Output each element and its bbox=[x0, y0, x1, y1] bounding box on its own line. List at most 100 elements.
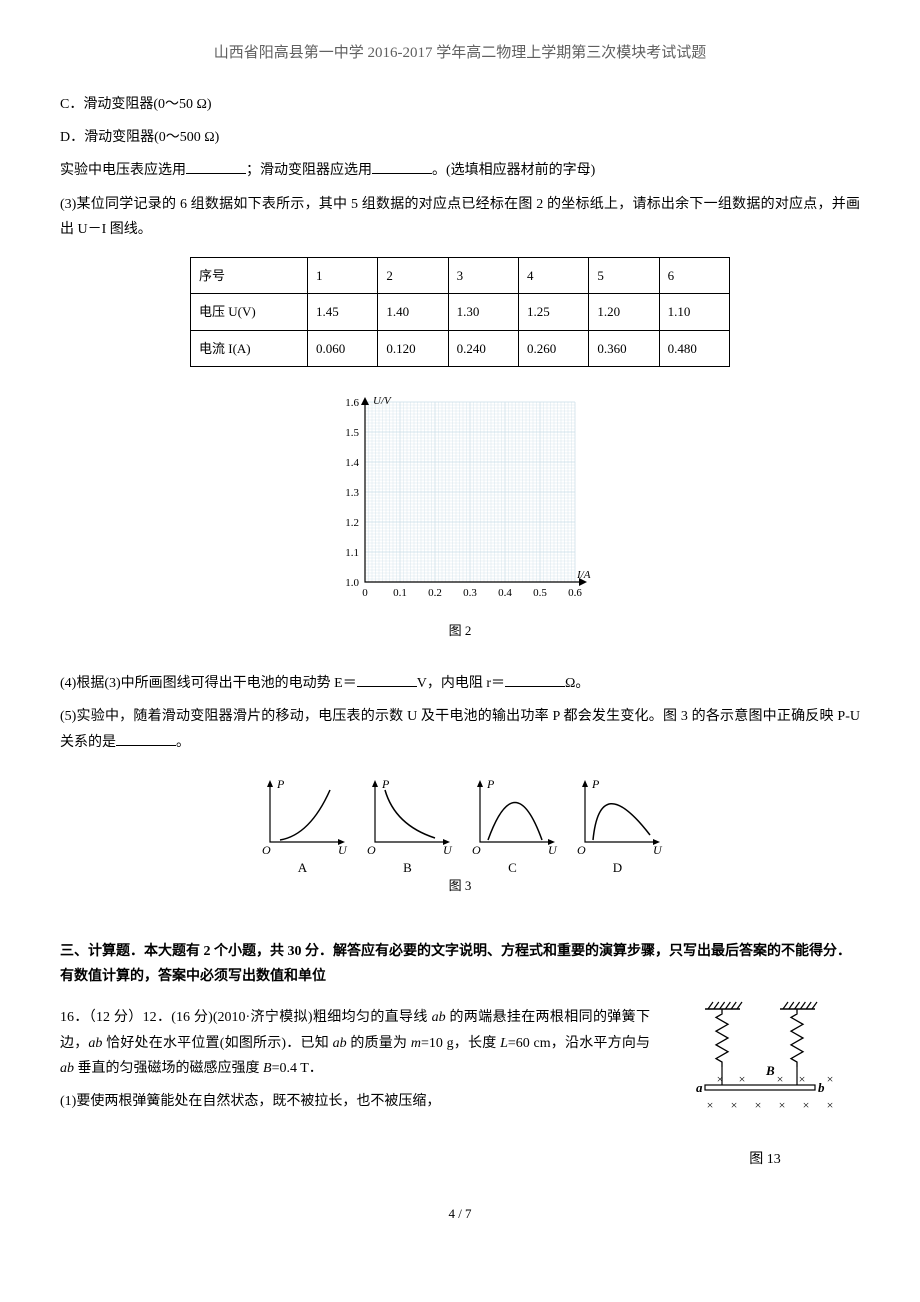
svg-text:O: O bbox=[262, 843, 271, 857]
svg-text:×: × bbox=[731, 1098, 738, 1112]
table-row-i: 电流 I(A) 0.060 0.120 0.240 0.260 0.360 0.… bbox=[191, 330, 730, 366]
doc-title: 山西省阳高县第一中学 2016-2017 学年高二物理上学期第三次模块考试试题 bbox=[60, 40, 860, 67]
table-row-header: 序号 1 2 3 4 5 6 bbox=[191, 257, 730, 293]
svg-text:0.3: 0.3 bbox=[463, 587, 477, 599]
select-suffix: 。(选填相应器材前的字母) bbox=[432, 163, 595, 178]
q4: (4)根据(3)中所画图线可得出干电池的电动势 E＝V，内电阻 r＝Ω。 bbox=[60, 671, 860, 696]
u-3: 1.30 bbox=[448, 294, 518, 330]
i-2: 0.120 bbox=[378, 330, 448, 366]
i-label: 电流 I(A) bbox=[191, 330, 308, 366]
svg-text:B: B bbox=[765, 1063, 775, 1078]
svg-text:×: × bbox=[717, 1072, 724, 1086]
data-table: 序号 1 2 3 4 5 6 电压 U(V) 1.45 1.40 1.30 1.… bbox=[190, 257, 730, 367]
u-5: 1.20 bbox=[589, 294, 659, 330]
pu-svg: POUAPOUBPOUCPOUD图 3 bbox=[250, 770, 670, 910]
i-4: 0.260 bbox=[518, 330, 588, 366]
ui-chart: 1.01.11.21.31.41.51.600.10.20.30.40.50.6… bbox=[60, 387, 860, 651]
svg-text:×: × bbox=[779, 1098, 786, 1112]
svg-text:0: 0 bbox=[362, 587, 368, 599]
u-1: 1.45 bbox=[308, 294, 378, 330]
option-c: C．滑动变阻器(0～50 Ω) bbox=[60, 92, 860, 117]
blank-voltmeter bbox=[186, 159, 246, 174]
svg-text:0.2: 0.2 bbox=[428, 587, 442, 599]
svg-text:D: D bbox=[613, 860, 622, 875]
table-row-u: 电压 U(V) 1.45 1.40 1.30 1.25 1.20 1.10 bbox=[191, 294, 730, 330]
svg-text:O: O bbox=[472, 843, 481, 857]
svg-text:1.1: 1.1 bbox=[345, 547, 359, 559]
svg-text:×: × bbox=[739, 1072, 746, 1086]
svg-text:P: P bbox=[276, 777, 285, 791]
q16-p1: 16．（12 分）12．(16 分)(2010·济宁模拟)粗细均匀的直导线 ab… bbox=[60, 1005, 650, 1081]
q5: (5)实验中，随着滑动变阻器滑片的移动，电压表的示数 U 及干电池的输出功率 P… bbox=[60, 704, 860, 754]
select-mid: ；滑动变阻器应选用 bbox=[246, 163, 372, 178]
svg-text:B: B bbox=[403, 860, 412, 875]
svg-text:U: U bbox=[548, 843, 558, 857]
svg-text:A: A bbox=[298, 860, 308, 875]
q16-ab1: ab bbox=[432, 1010, 446, 1025]
svg-text:1.2: 1.2 bbox=[345, 517, 359, 529]
svg-text:×: × bbox=[827, 1072, 834, 1086]
col-label: 序号 bbox=[191, 257, 308, 293]
svg-text:×: × bbox=[799, 1072, 806, 1086]
u-6: 1.10 bbox=[659, 294, 729, 330]
u-4: 1.25 bbox=[518, 294, 588, 330]
q16-l1e: 垂直的匀强磁场的磁感应强度 bbox=[74, 1061, 263, 1076]
option-d: D．滑动变阻器(0～500 Ω) bbox=[60, 125, 860, 150]
svg-text:C: C bbox=[508, 860, 517, 875]
col-2: 2 bbox=[378, 257, 448, 293]
q16-sub1: (1)要使两根弹簧能处在自然状态，既不被拉长，也不被压缩， bbox=[60, 1089, 650, 1114]
q16-bval: =0.4 T． bbox=[272, 1061, 323, 1076]
q16-mass: =10 g，长度 bbox=[421, 1036, 500, 1051]
q16-B: B bbox=[263, 1061, 272, 1076]
svg-text:a: a bbox=[696, 1080, 703, 1095]
svg-text:0.5: 0.5 bbox=[533, 587, 547, 599]
col-3: 3 bbox=[448, 257, 518, 293]
svg-text:P: P bbox=[591, 777, 600, 791]
q16-figure: abB××××××××××× 图 13 bbox=[670, 997, 860, 1171]
blank-emf bbox=[357, 672, 417, 687]
svg-text:O: O bbox=[577, 843, 586, 857]
page-number: 4 / 7 bbox=[60, 1202, 860, 1225]
q16-l1c: 恰好处在水平位置(如图所示)．已知 bbox=[102, 1036, 332, 1051]
q16-ab4: ab bbox=[60, 1061, 74, 1076]
svg-text:1.3: 1.3 bbox=[345, 487, 359, 499]
svg-text:图 2: 图 2 bbox=[449, 623, 472, 638]
q3-intro: (3)某位同学记录的 6 组数据如下表所示，其中 5 组数据的对应点已经标在图 … bbox=[60, 192, 860, 242]
svg-text:P: P bbox=[381, 777, 390, 791]
svg-text:0.1: 0.1 bbox=[393, 587, 407, 599]
q16-text: 16．（12 分）12．(16 分)(2010·济宁模拟)粗细均匀的直导线 ab… bbox=[60, 997, 650, 1122]
ui-chart-svg: 1.01.11.21.31.41.51.600.10.20.30.40.50.6… bbox=[320, 387, 600, 642]
col-1: 1 bbox=[308, 257, 378, 293]
col-6: 6 bbox=[659, 257, 729, 293]
blank-rheostat bbox=[372, 159, 432, 174]
spring-svg: abB××××××××××× bbox=[670, 997, 860, 1137]
select-prefix: 实验中电压表应选用 bbox=[60, 163, 186, 178]
svg-text:U: U bbox=[443, 843, 453, 857]
q16-length: =60 cm，沿水平方向与 bbox=[508, 1036, 650, 1051]
svg-text:×: × bbox=[803, 1098, 810, 1112]
svg-text:0.4: 0.4 bbox=[498, 587, 512, 599]
q4-mid: V，内电阻 r＝ bbox=[417, 676, 505, 691]
q16-l1d: 的质量为 bbox=[347, 1036, 411, 1051]
svg-text:b: b bbox=[818, 1080, 825, 1095]
pu-diagram: POUAPOUBPOUCPOUD图 3 bbox=[60, 770, 860, 919]
svg-text:U: U bbox=[338, 843, 348, 857]
q16-l1a: 16．（12 分）12．(16 分)(2010·济宁模拟)粗细均匀的直导线 bbox=[60, 1010, 432, 1025]
svg-text:I/A: I/A bbox=[576, 569, 591, 581]
svg-text:U/V: U/V bbox=[373, 395, 392, 407]
select-question: 实验中电压表应选用 ；滑动变阻器应选用 。(选填相应器材前的字母) bbox=[60, 158, 860, 183]
svg-text:×: × bbox=[827, 1098, 834, 1112]
q16-container: 16．（12 分）12．(16 分)(2010·济宁模拟)粗细均匀的直导线 ab… bbox=[60, 997, 860, 1171]
q16-L: L bbox=[500, 1036, 508, 1051]
svg-text:0.6: 0.6 bbox=[568, 587, 582, 599]
q5-suffix: 。 bbox=[176, 735, 190, 750]
i-1: 0.060 bbox=[308, 330, 378, 366]
svg-text:×: × bbox=[777, 1072, 784, 1086]
svg-text:图 3: 图 3 bbox=[449, 878, 472, 893]
svg-text:O: O bbox=[367, 843, 376, 857]
blank-r bbox=[505, 672, 565, 687]
col-4: 4 bbox=[518, 257, 588, 293]
svg-text:×: × bbox=[755, 1098, 762, 1112]
q16-ab3: ab bbox=[333, 1036, 347, 1051]
q4-prefix: (4)根据(3)中所画图线可得出干电池的电动势 E＝ bbox=[60, 676, 357, 691]
